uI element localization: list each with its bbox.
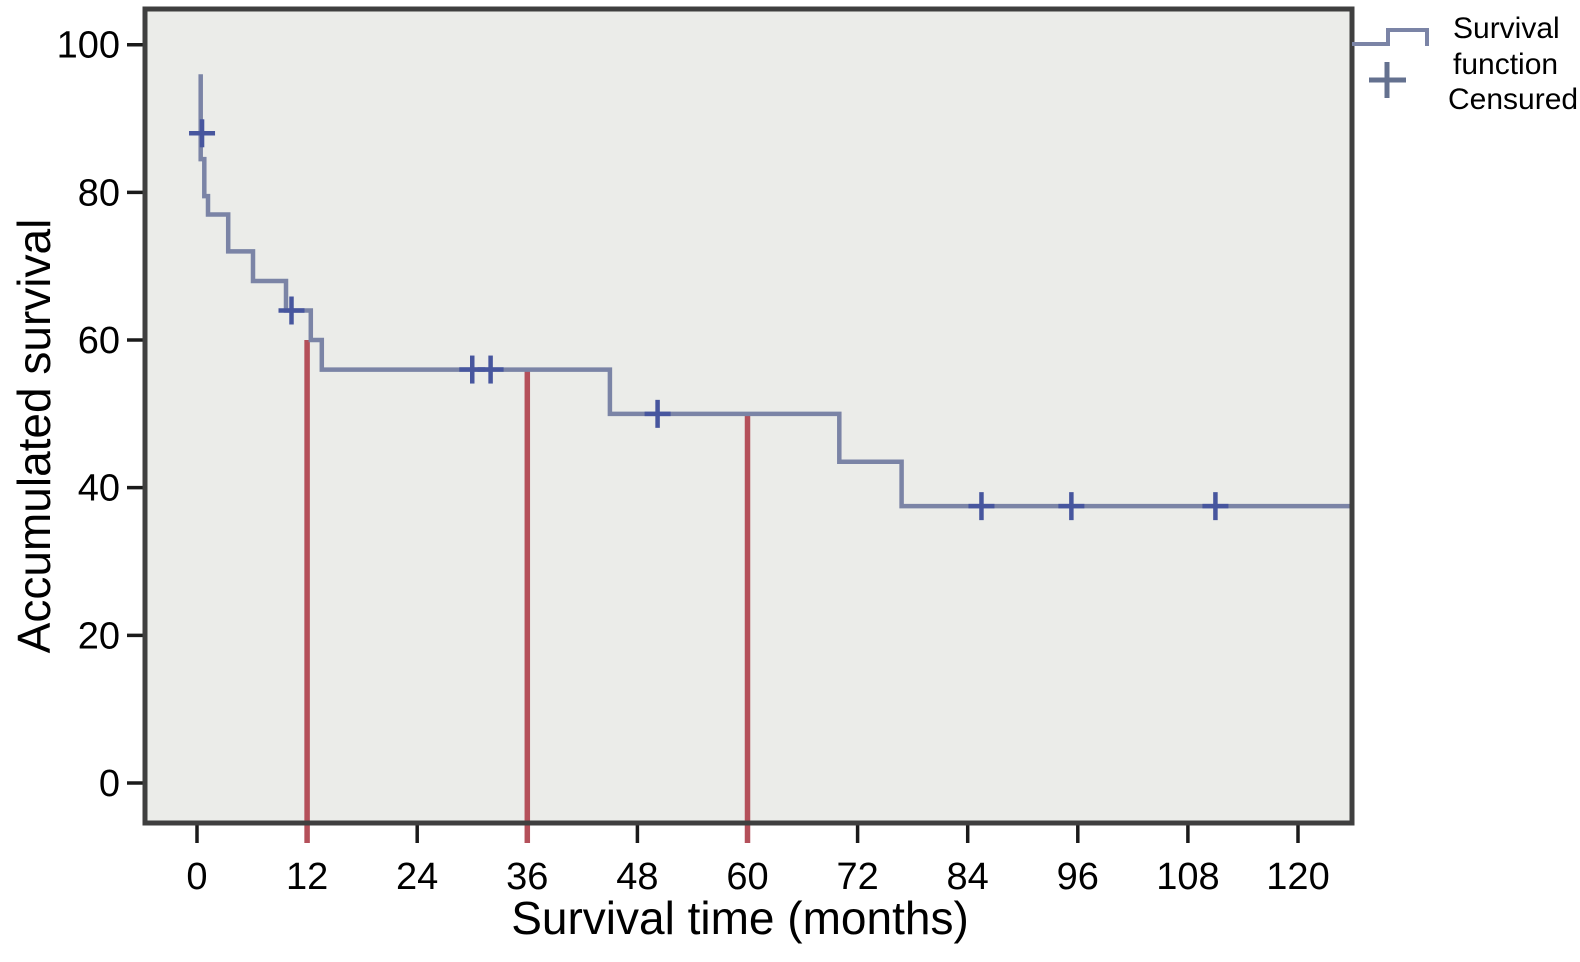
red-reference-lines [304, 340, 751, 843]
censored-mark [1202, 492, 1229, 521]
y-axis-title: Accumulated survival [8, 219, 60, 654]
censored-mark [644, 399, 671, 428]
x-axis-title: Survival time (months) [511, 892, 969, 944]
x-tick-label: 120 [1266, 856, 1329, 898]
survival-function-step-icon [1352, 28, 1429, 46]
y-tick-label: 0 [99, 763, 120, 805]
x-tick-label: 48 [616, 856, 658, 898]
x-tick-label: 84 [947, 856, 989, 898]
x-tick-label: 108 [1156, 856, 1219, 898]
x-tick-label: 96 [1057, 856, 1099, 898]
y-axis-ticks [127, 42, 145, 785]
censored-mark [477, 355, 504, 384]
legend-label-survival-line1: Survival [1453, 12, 1560, 45]
x-axis-tick-labels: 0 12 24 36 48 60 72 84 96 108 120 [186, 856, 1329, 898]
legend-label-censured: Censured [1448, 83, 1578, 116]
y-tick-label: 40 [78, 468, 120, 510]
censored-marks [189, 119, 1229, 521]
x-tick-label: 12 [286, 856, 328, 898]
censored-mark [968, 492, 995, 521]
x-tick-label: 60 [726, 856, 768, 898]
y-tick-label: 60 [78, 320, 120, 362]
y-axis-tick-labels: 0 20 40 60 80 100 [57, 25, 120, 805]
y-tick-label: 20 [78, 615, 120, 657]
censored-mark [189, 119, 216, 148]
x-tick-label: 24 [396, 856, 438, 898]
y-tick-label: 100 [57, 25, 120, 67]
censored-plus-icon [1369, 62, 1406, 98]
plot-border [142, 6, 1355, 826]
y-tick-label: 80 [78, 172, 120, 214]
x-tick-label: 72 [836, 856, 878, 898]
x-tick-label: 36 [506, 856, 548, 898]
x-tick-label: 0 [186, 856, 207, 898]
legend-label-survival-line2: function [1453, 48, 1558, 81]
legend: Survival function Censured [1352, 12, 1578, 116]
censored-mark [278, 296, 305, 325]
censored-mark [1058, 492, 1085, 521]
